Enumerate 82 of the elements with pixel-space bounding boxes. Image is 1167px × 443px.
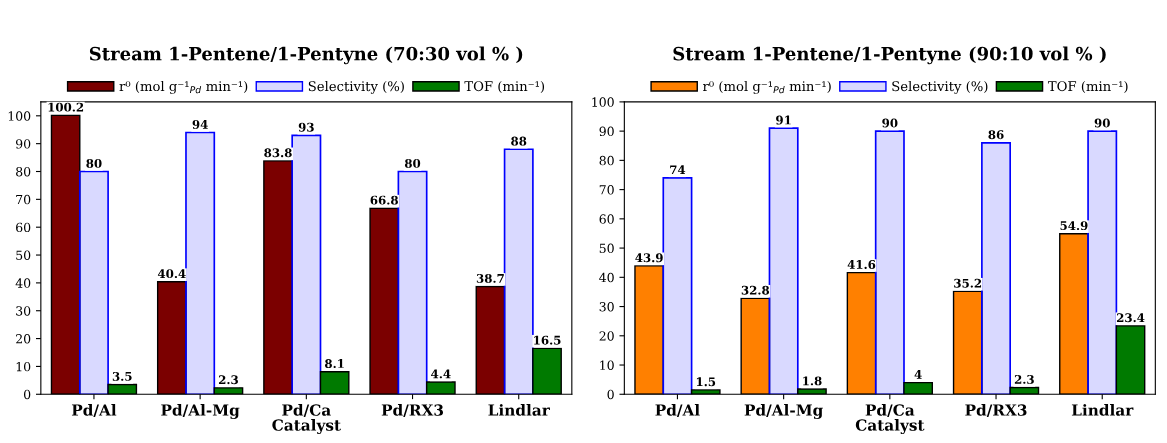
x-tick-label: Pd/RX3: [965, 403, 1027, 418]
data-label: 1.5: [696, 377, 716, 387]
data-label: 93: [298, 122, 314, 132]
y-tick-label: 40: [599, 272, 614, 283]
y-tick-label: 60: [16, 222, 31, 233]
data-label: 23.4: [1116, 313, 1145, 323]
data-label: 100.2: [48, 102, 84, 112]
data-label: 80: [86, 158, 102, 168]
bar: [768, 127, 799, 395]
data-label: 1.8: [803, 376, 822, 386]
x-tick-label: Pd/Al-Mg: [744, 403, 823, 419]
y-tick-label: 30: [599, 302, 614, 312]
x-tick-label: Pd/Al-Mg: [161, 403, 240, 419]
y-tick-label: 20: [599, 331, 614, 341]
data-label: 43.9: [635, 253, 663, 263]
x-axis-title: Catalyst: [272, 419, 341, 434]
y-tick-label: 70: [16, 194, 31, 205]
legend-label: TOF (min⁻¹): [464, 80, 545, 93]
data-label: 38.7: [476, 273, 504, 283]
legend-label: Selectivity (%): [892, 80, 988, 94]
data-label: 16.5: [534, 335, 561, 345]
x-tick-label: Pd/Al: [655, 403, 700, 418]
x-tick-label: Lindlar: [1071, 403, 1134, 416]
data-label: 54.9: [1060, 221, 1088, 231]
data-label: 86: [988, 130, 1004, 140]
data-label: 90: [1094, 118, 1110, 128]
bar: [291, 134, 322, 395]
data-label: 4.4: [431, 369, 451, 379]
bar: [874, 130, 905, 395]
y-tick-label: 90: [16, 139, 31, 149]
data-label: 32.8: [741, 285, 770, 295]
data-label: 66.8: [370, 195, 398, 205]
data-label: 2.3: [1014, 374, 1034, 384]
y-tick-label: 90: [599, 126, 614, 137]
chart-title: Stream 1-Pentene/1-Pentyne (70:30 vol % ): [89, 46, 523, 65]
y-tick-label: 40: [15, 278, 31, 288]
data-label: 80: [404, 158, 421, 168]
data-label: 83.8: [264, 148, 292, 158]
data-label: 35.2: [954, 278, 982, 288]
data-label: 4: [914, 369, 922, 379]
data-label: 94: [192, 119, 208, 129]
data-label: 74: [670, 165, 686, 175]
y-tick-label: 50: [599, 243, 614, 254]
x-tick-label: Pd/Ca: [282, 403, 331, 418]
legend-label: Selectivity (%): [308, 80, 404, 94]
data-label: 3.5: [112, 371, 132, 381]
bar: [397, 170, 428, 395]
y-tick-label: 0: [23, 389, 31, 400]
y-tick-label: 100: [8, 111, 31, 121]
x-tick-label: Pd/RX3: [381, 403, 444, 418]
y-tick-label: 10: [16, 361, 31, 372]
legend-label: r⁰ (mol g⁻¹$_{Pd}$ min⁻¹): [119, 80, 248, 94]
y-tick-label: 0: [607, 389, 614, 400]
y-tick-label: 10: [600, 360, 614, 370]
x-tick-label: Pd/Al: [71, 403, 117, 418]
y-tick-label: 50: [16, 250, 31, 260]
bar: [185, 131, 216, 395]
legend-label: TOF (min⁻¹): [1047, 80, 1128, 93]
y-tick-label: 70: [599, 185, 614, 195]
y-tick-label: 80: [16, 166, 31, 177]
x-tick-label: Pd/Ca: [865, 403, 915, 418]
y-tick-label: 100: [592, 97, 614, 107]
data-label: 41.6: [847, 260, 876, 269]
y-tick-label: 30: [16, 306, 31, 316]
bar: [662, 177, 693, 395]
y-tick-label: 20: [16, 334, 31, 344]
x-axis-title: Catalyst: [855, 419, 925, 434]
data-label: 90: [882, 118, 898, 128]
legend-label: r⁰ (mol g⁻¹$_{Pd}$ min⁻¹): [703, 80, 831, 94]
y-tick-label: 60: [599, 214, 614, 224]
data-label: 88: [511, 136, 527, 146]
bar: [503, 148, 534, 395]
x-tick-label: Lindlar: [488, 403, 550, 416]
bar: [981, 141, 1012, 395]
data-label: 91: [776, 115, 791, 125]
data-label: 8.1: [325, 359, 344, 369]
y-tick-label: 80: [599, 155, 614, 166]
data-label: 40.4: [157, 269, 186, 279]
chart-title: Stream 1-Pentene/1-Pentyne (90:10 vol % ): [673, 46, 1106, 65]
bar: [1087, 130, 1118, 395]
bar: [78, 170, 109, 395]
data-label: 2.3: [218, 375, 238, 385]
